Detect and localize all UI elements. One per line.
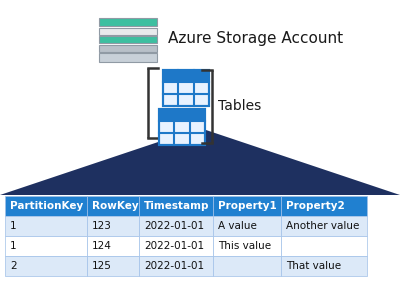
FancyBboxPatch shape — [281, 256, 367, 276]
FancyBboxPatch shape — [163, 70, 209, 106]
Text: 124: 124 — [92, 241, 112, 251]
Text: Azure Storage Account: Azure Storage Account — [168, 30, 343, 46]
FancyBboxPatch shape — [99, 44, 157, 52]
FancyBboxPatch shape — [213, 256, 281, 276]
FancyBboxPatch shape — [87, 196, 139, 216]
Text: 2022-01-01: 2022-01-01 — [144, 261, 204, 271]
Text: 1: 1 — [10, 221, 17, 231]
Text: 125: 125 — [92, 261, 112, 271]
Text: Property2: Property2 — [286, 201, 345, 211]
Text: 2022-01-01: 2022-01-01 — [144, 221, 204, 231]
FancyBboxPatch shape — [87, 256, 139, 276]
Text: Property1: Property1 — [218, 201, 277, 211]
Text: 123: 123 — [92, 221, 112, 231]
FancyBboxPatch shape — [213, 196, 281, 216]
FancyBboxPatch shape — [99, 18, 157, 26]
FancyBboxPatch shape — [281, 236, 367, 256]
Text: This value: This value — [218, 241, 271, 251]
FancyBboxPatch shape — [99, 53, 157, 62]
Text: Another value: Another value — [286, 221, 359, 231]
Text: RowKey: RowKey — [92, 201, 139, 211]
Text: A value: A value — [218, 221, 257, 231]
Text: 2: 2 — [10, 261, 17, 271]
FancyBboxPatch shape — [281, 196, 367, 216]
FancyBboxPatch shape — [5, 236, 87, 256]
Text: 1: 1 — [10, 241, 17, 251]
FancyBboxPatch shape — [213, 236, 281, 256]
FancyBboxPatch shape — [159, 109, 205, 145]
Text: 2022-01-01: 2022-01-01 — [144, 241, 204, 251]
FancyBboxPatch shape — [99, 27, 157, 34]
FancyBboxPatch shape — [139, 256, 213, 276]
FancyBboxPatch shape — [213, 216, 281, 236]
FancyBboxPatch shape — [139, 196, 213, 216]
FancyBboxPatch shape — [5, 196, 87, 216]
FancyBboxPatch shape — [87, 236, 139, 256]
Text: Tables: Tables — [218, 99, 261, 113]
FancyBboxPatch shape — [139, 216, 213, 236]
FancyBboxPatch shape — [5, 216, 87, 236]
FancyBboxPatch shape — [139, 236, 213, 256]
Text: Timestamp: Timestamp — [144, 201, 210, 211]
FancyBboxPatch shape — [159, 109, 205, 121]
Polygon shape — [0, 128, 400, 195]
FancyBboxPatch shape — [87, 216, 139, 236]
FancyBboxPatch shape — [99, 36, 157, 43]
FancyBboxPatch shape — [281, 216, 367, 236]
FancyBboxPatch shape — [163, 70, 209, 82]
FancyBboxPatch shape — [5, 256, 87, 276]
Text: That value: That value — [286, 261, 341, 271]
Text: PartitionKey: PartitionKey — [10, 201, 83, 211]
